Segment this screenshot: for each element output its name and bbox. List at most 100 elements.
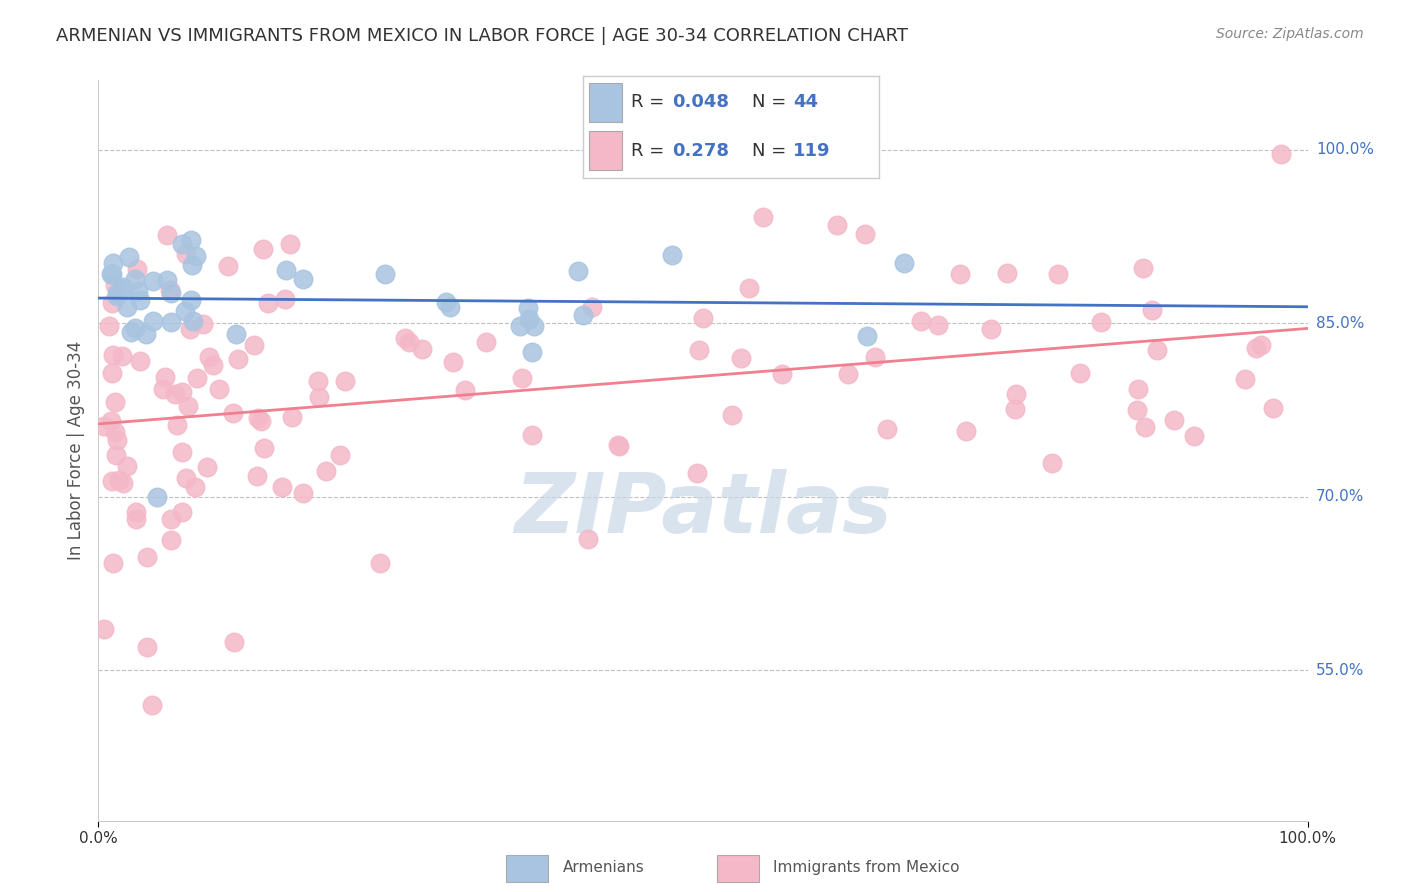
Point bbox=[104, 395, 127, 409]
Point bbox=[135, 549, 157, 564]
Point bbox=[1270, 147, 1292, 161]
Point bbox=[181, 258, 204, 272]
Point bbox=[837, 368, 859, 382]
Text: 0.048: 0.048 bbox=[672, 94, 730, 112]
Point bbox=[111, 475, 134, 490]
Point bbox=[398, 335, 420, 350]
Point bbox=[127, 261, 149, 276]
Point bbox=[195, 460, 218, 475]
Point bbox=[152, 382, 174, 396]
Point bbox=[686, 467, 709, 481]
FancyBboxPatch shape bbox=[589, 131, 621, 170]
Point bbox=[105, 289, 128, 303]
Point bbox=[256, 296, 278, 310]
Point bbox=[166, 417, 188, 432]
Point bbox=[1004, 387, 1026, 401]
Point bbox=[607, 438, 630, 452]
Text: Source: ZipAtlas.com: Source: ZipAtlas.com bbox=[1216, 27, 1364, 41]
Point bbox=[274, 292, 297, 306]
Point bbox=[115, 458, 138, 473]
Point bbox=[101, 474, 124, 488]
Point bbox=[576, 532, 599, 546]
Point bbox=[876, 421, 898, 435]
Point bbox=[174, 303, 197, 318]
Point bbox=[142, 314, 165, 328]
Point bbox=[127, 284, 149, 298]
Point bbox=[156, 273, 179, 287]
Point bbox=[225, 327, 247, 342]
Point bbox=[893, 256, 915, 270]
Text: 100.0%: 100.0% bbox=[1316, 142, 1374, 157]
Point bbox=[1163, 413, 1185, 427]
Point bbox=[1261, 401, 1284, 415]
Point bbox=[276, 263, 298, 277]
Point bbox=[253, 441, 276, 455]
Point bbox=[120, 325, 142, 339]
Point bbox=[523, 319, 546, 334]
Point bbox=[104, 448, 127, 462]
Point bbox=[520, 345, 543, 359]
Point bbox=[1069, 366, 1091, 380]
Point bbox=[572, 308, 595, 322]
Text: R =: R = bbox=[631, 94, 669, 112]
Point bbox=[955, 424, 977, 438]
Point bbox=[153, 369, 176, 384]
Point bbox=[1126, 382, 1149, 396]
Point bbox=[177, 399, 200, 413]
Point bbox=[115, 300, 138, 314]
Point bbox=[124, 271, 146, 285]
Point bbox=[100, 413, 122, 427]
Point bbox=[170, 505, 193, 519]
Point bbox=[129, 293, 152, 308]
Point bbox=[228, 351, 250, 366]
Point bbox=[1244, 341, 1267, 355]
Point bbox=[434, 295, 457, 310]
Point bbox=[160, 512, 183, 526]
Point bbox=[439, 300, 461, 314]
FancyBboxPatch shape bbox=[717, 855, 759, 881]
Point bbox=[520, 428, 543, 442]
Point bbox=[186, 370, 208, 384]
Point bbox=[104, 425, 127, 439]
Point bbox=[172, 236, 194, 251]
Text: 0.278: 0.278 bbox=[672, 142, 730, 160]
Point bbox=[145, 490, 167, 504]
Point bbox=[692, 310, 714, 325]
Text: N =: N = bbox=[752, 142, 792, 160]
Point bbox=[1132, 260, 1154, 275]
Point bbox=[1250, 337, 1272, 351]
Point bbox=[217, 259, 239, 273]
Point bbox=[581, 300, 603, 314]
Point bbox=[98, 318, 121, 333]
Point bbox=[368, 557, 391, 571]
Point bbox=[160, 533, 183, 547]
Point bbox=[411, 342, 433, 356]
Point bbox=[105, 285, 128, 300]
Point bbox=[307, 374, 329, 388]
Point bbox=[142, 274, 165, 288]
Point bbox=[135, 327, 157, 342]
Point bbox=[292, 272, 315, 286]
Point bbox=[475, 335, 498, 350]
Point bbox=[315, 464, 337, 478]
Point bbox=[111, 279, 134, 293]
Point bbox=[191, 317, 214, 331]
Point bbox=[93, 419, 115, 434]
Text: 85.0%: 85.0% bbox=[1316, 316, 1364, 331]
Point bbox=[135, 640, 157, 654]
Point bbox=[111, 349, 134, 363]
Point bbox=[124, 320, 146, 334]
Text: Armenians: Armenians bbox=[562, 860, 644, 875]
Point bbox=[770, 368, 793, 382]
Point bbox=[1146, 343, 1168, 358]
Point bbox=[170, 445, 193, 459]
Point bbox=[280, 410, 302, 425]
FancyBboxPatch shape bbox=[506, 855, 548, 881]
Point bbox=[112, 282, 135, 296]
Point bbox=[198, 350, 221, 364]
Point bbox=[246, 468, 269, 483]
Point bbox=[141, 698, 163, 712]
Point bbox=[247, 411, 270, 425]
Point bbox=[738, 281, 761, 295]
Point bbox=[1040, 457, 1063, 471]
